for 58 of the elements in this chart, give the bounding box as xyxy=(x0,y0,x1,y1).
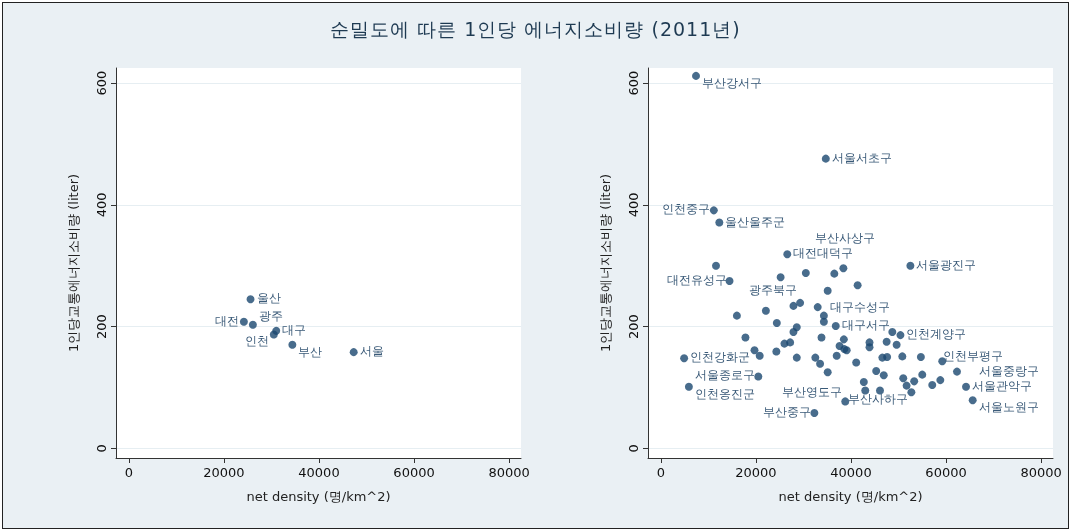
annotation: 부산중구 xyxy=(762,404,811,419)
y-tick-label: 0 xyxy=(626,444,641,453)
annotation: 서울관악구 xyxy=(972,378,1033,393)
annotation: 인천부평구 xyxy=(942,349,1003,363)
x-tick-label: 80000 xyxy=(488,465,530,480)
x-tick-label: 0 xyxy=(656,465,665,480)
annotation: 인천중구 xyxy=(662,202,711,217)
annotation: 대전대덕구 xyxy=(793,246,854,261)
point xyxy=(269,330,278,339)
y-axis-title: 1인당교통에너지소비량 (liter) xyxy=(598,173,613,353)
x-tick-label: 20000 xyxy=(735,465,777,480)
annotation: 부산강서구 xyxy=(702,75,763,90)
y-axis-title: 1인당교통에너지소비량 (liter) xyxy=(66,173,81,353)
annotation: 대구 xyxy=(282,322,307,337)
annotation: 부산영도구 xyxy=(782,385,843,400)
annotation: 인천옹진군 xyxy=(694,386,755,401)
annotation: 서울중랑구 xyxy=(978,363,1039,378)
x-tick-label: 0 xyxy=(124,465,133,480)
chart-title: 순밀도에 따른 1인당 에너지소비량 (2011년) xyxy=(329,17,742,42)
annotation: 대구수성구 xyxy=(829,299,890,314)
annotation: 서울종로구 xyxy=(695,368,756,383)
x-tick-label: 20000 xyxy=(203,465,245,480)
x-axis-title: net density (명/km^2) xyxy=(246,489,391,504)
annotation: 서울광진구 xyxy=(916,257,977,272)
x-tick-label: 60000 xyxy=(925,465,967,480)
x-tick-label: 40000 xyxy=(298,465,340,480)
point xyxy=(349,348,358,357)
y-tick-label: 400 xyxy=(94,192,109,218)
y-tick-label: 0 xyxy=(94,444,109,453)
x-tick-label: 60000 xyxy=(393,465,435,480)
annotation: 울산 xyxy=(256,291,281,306)
x-axis-title: net density (명/km^2) xyxy=(778,489,923,504)
annotation: 대구서구 xyxy=(841,317,890,332)
annotation: 울산울주군 xyxy=(725,214,786,229)
y-tick-label: 600 xyxy=(626,70,641,96)
annotation: 서울노원구 xyxy=(978,400,1039,415)
y-tick-label: 200 xyxy=(626,314,641,339)
point xyxy=(239,317,248,326)
annotation: 서울서초구 xyxy=(831,150,892,165)
x-tick-label: 80000 xyxy=(1020,465,1062,480)
x-tick-label: 40000 xyxy=(830,465,872,480)
point xyxy=(288,340,297,349)
y-tick-label: 200 xyxy=(94,314,109,339)
annotation: 부산 xyxy=(298,344,323,359)
annotation: 대전 xyxy=(215,313,240,328)
annotation: 부산사상구 xyxy=(814,231,875,246)
annotation: 대전유성구 xyxy=(666,272,727,287)
annotation: 광주 xyxy=(258,308,283,323)
annotation: 인천 xyxy=(245,334,270,349)
annotation: 서울 xyxy=(359,344,384,359)
y-tick-label: 400 xyxy=(626,192,641,218)
point xyxy=(248,320,257,329)
annotation: 부산사하구 xyxy=(847,392,908,406)
annotation: 인천강화군 xyxy=(690,350,751,365)
annotation: 인천계양구 xyxy=(906,327,967,342)
y-tick-label: 600 xyxy=(94,70,109,96)
annotation: 광주북구 xyxy=(748,282,797,297)
point xyxy=(246,295,255,304)
